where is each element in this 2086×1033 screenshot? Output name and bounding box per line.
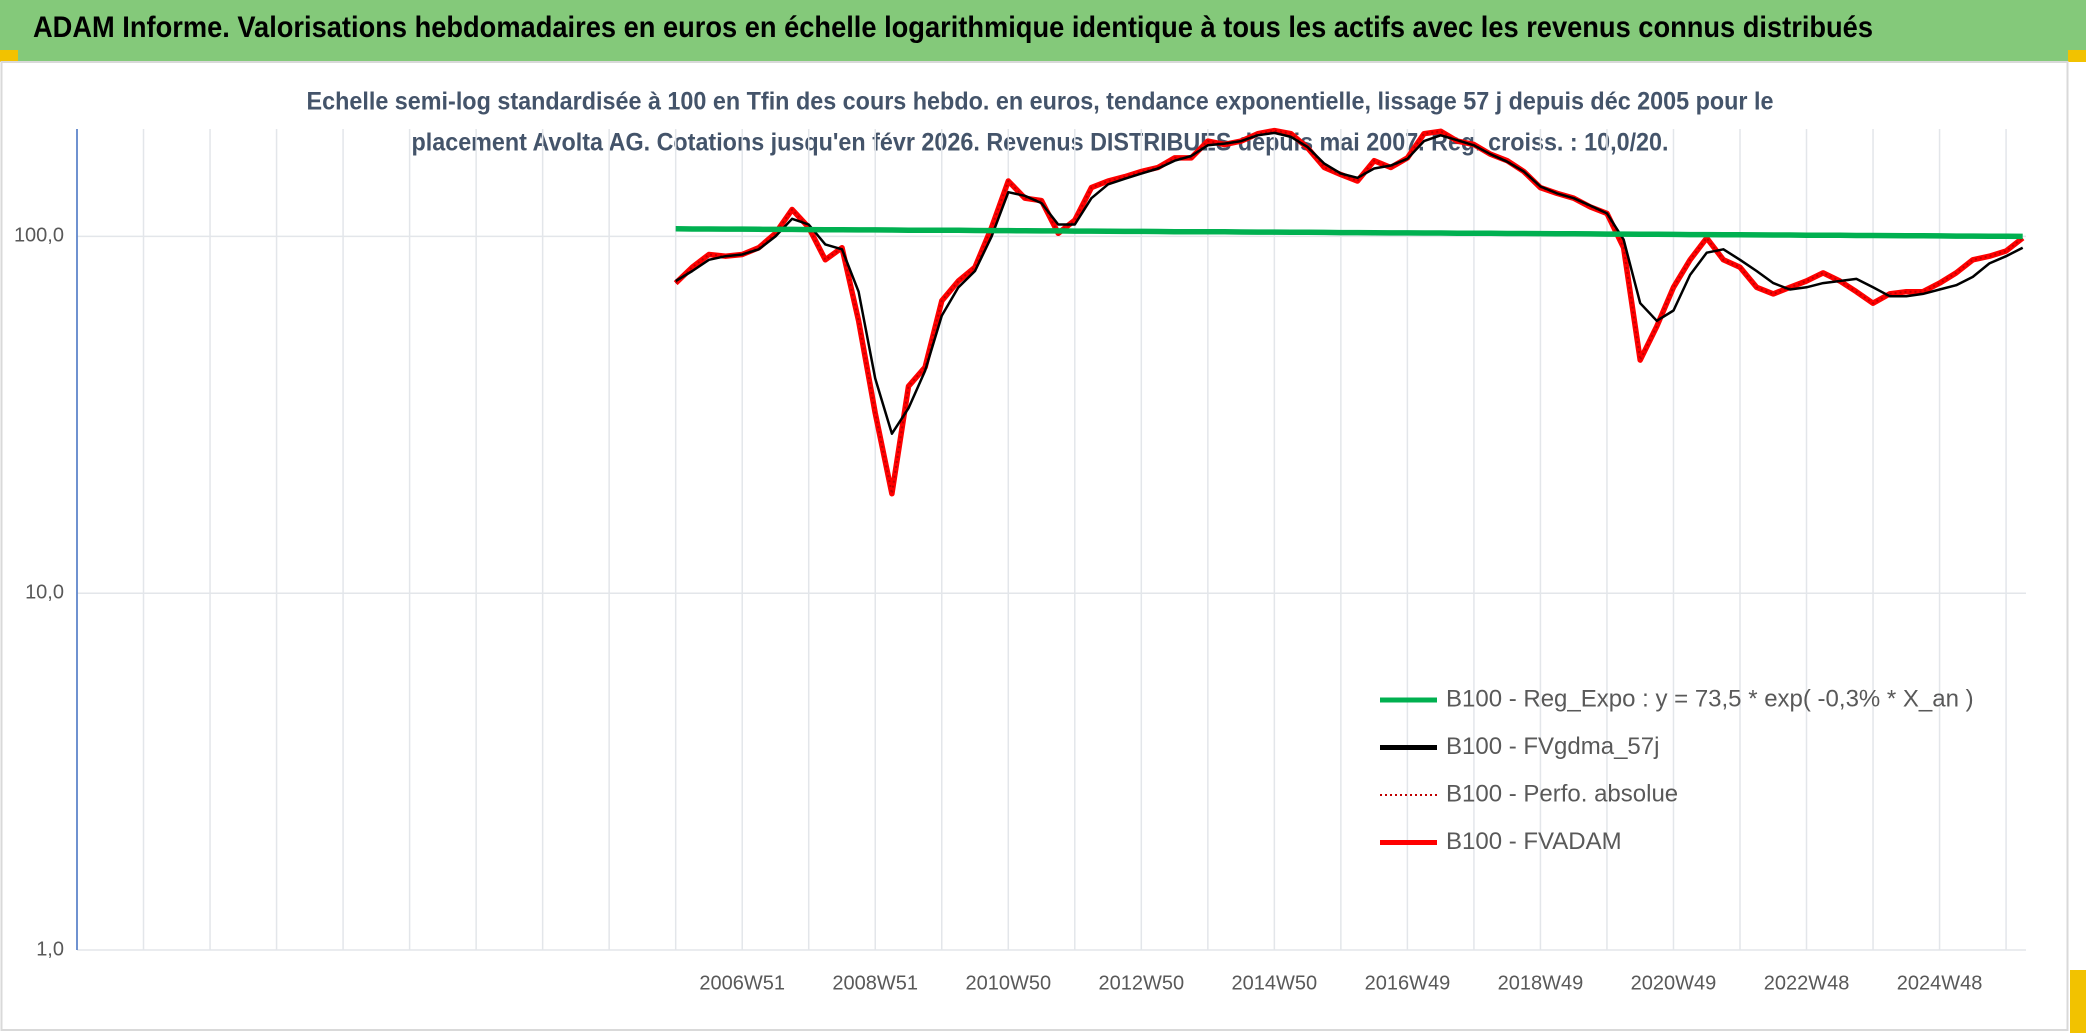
x-tick-label: 2008W51: [832, 972, 918, 994]
x-tick-label: 2018W49: [1498, 972, 1584, 994]
corner-accent: [2070, 970, 2086, 1033]
header-band: [0, 0, 2086, 61]
series-line: [675, 131, 2024, 435]
legend: B100 - Reg_Expo : y = 73,5 * exp( -0,3% …: [1380, 685, 1974, 855]
x-tick-label: 2012W50: [1099, 972, 1185, 994]
legend-label: B100 - Reg_Expo : y = 73,5 * exp( -0,3% …: [1446, 685, 1974, 712]
x-tick-label: 2016W49: [1365, 972, 1451, 994]
chart-subtitle: Echelle semi-log standardisée à 100 en T…: [307, 88, 1774, 116]
y-tick-label: 100,0: [14, 225, 64, 247]
x-tick-label: 2020W49: [1631, 972, 1717, 994]
x-tick-label: 2010W50: [965, 972, 1051, 994]
x-tick-label: 2024W48: [1897, 972, 1983, 994]
x-tick-label: 2006W51: [699, 972, 785, 994]
chart-border: [0, 61, 2069, 1031]
series-line: [675, 226, 2023, 240]
corner-accent: [2068, 50, 2086, 62]
legend-label: B100 - Perfo. absolue: [1446, 780, 1678, 807]
legend-label: B100 - FVADAM: [1446, 828, 1622, 855]
series-line: [675, 129, 2024, 495]
plot-area: [673, 127, 2025, 497]
corner-accent: [0, 50, 18, 62]
y-tick-label: 10,0: [25, 581, 64, 603]
x-tick-label: 2014W50: [1232, 972, 1318, 994]
x-tick-label: 2022W48: [1764, 972, 1850, 994]
chart-title: ADAM Informe. Valorisations hebdomadaire…: [33, 11, 1873, 44]
y-tick-label: 1,0: [36, 938, 64, 960]
chart-subtitle: placement Avolta AG. Cotations jusqu'en …: [412, 129, 1669, 157]
legend-label: B100 - FVgdma_57j: [1446, 733, 1659, 760]
